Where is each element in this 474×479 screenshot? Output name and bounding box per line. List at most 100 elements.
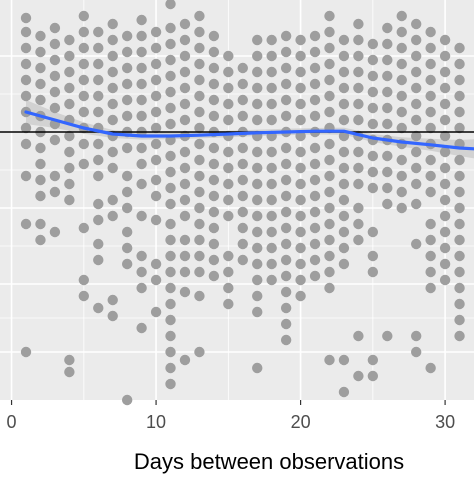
data-point bbox=[179, 286, 191, 298]
data-point bbox=[121, 46, 133, 58]
data-point bbox=[266, 98, 277, 110]
data-point bbox=[107, 194, 118, 206]
data-point bbox=[194, 202, 205, 214]
data-point bbox=[179, 266, 191, 278]
data-point bbox=[439, 82, 451, 94]
data-point bbox=[295, 66, 306, 78]
data-point bbox=[208, 174, 220, 186]
data-point bbox=[410, 82, 422, 94]
data-point bbox=[93, 74, 104, 86]
data-point bbox=[208, 270, 220, 282]
data-point bbox=[280, 142, 292, 154]
data-point bbox=[266, 210, 277, 222]
data-point bbox=[78, 158, 90, 170]
data-point bbox=[107, 50, 118, 62]
data-point bbox=[367, 38, 379, 50]
data-point bbox=[49, 102, 61, 114]
data-point bbox=[35, 94, 46, 106]
data-point bbox=[35, 158, 46, 170]
data-point bbox=[353, 66, 364, 78]
data-point bbox=[136, 78, 147, 90]
data-point bbox=[64, 194, 75, 206]
data-point bbox=[353, 330, 364, 342]
data-point bbox=[179, 354, 191, 366]
data-point bbox=[179, 194, 191, 206]
data-point bbox=[396, 186, 407, 198]
data-point bbox=[454, 122, 465, 134]
data-point bbox=[324, 218, 335, 230]
data-point bbox=[266, 50, 277, 62]
data-point bbox=[20, 346, 32, 358]
data-point bbox=[208, 94, 220, 106]
data-point bbox=[165, 86, 176, 98]
data-point bbox=[367, 182, 379, 194]
data-point bbox=[324, 250, 335, 262]
data-point bbox=[338, 114, 350, 126]
data-point bbox=[179, 210, 191, 222]
data-point bbox=[49, 86, 61, 98]
data-point bbox=[295, 274, 306, 286]
data-point bbox=[439, 258, 451, 270]
data-point bbox=[454, 170, 465, 182]
data-point bbox=[136, 110, 147, 122]
data-point bbox=[396, 202, 407, 214]
data-point bbox=[396, 42, 407, 54]
data-point bbox=[280, 334, 292, 346]
data-point bbox=[324, 106, 335, 118]
data-point bbox=[324, 354, 335, 366]
data-point bbox=[150, 42, 162, 54]
data-point bbox=[309, 94, 321, 106]
data-point bbox=[208, 206, 220, 218]
data-point bbox=[410, 50, 422, 62]
data-point bbox=[353, 146, 364, 158]
data-point bbox=[367, 70, 379, 82]
data-point bbox=[150, 306, 162, 318]
data-point bbox=[309, 62, 321, 74]
data-point bbox=[78, 290, 90, 302]
data-point bbox=[136, 250, 147, 262]
data-point bbox=[410, 162, 422, 174]
data-point bbox=[136, 142, 147, 154]
data-point bbox=[93, 26, 104, 38]
data-point bbox=[353, 370, 364, 382]
data-point bbox=[194, 42, 205, 54]
data-point bbox=[425, 170, 436, 182]
data-point bbox=[309, 46, 321, 58]
data-point bbox=[454, 90, 465, 102]
data-point bbox=[49, 54, 61, 66]
data-point bbox=[425, 122, 436, 134]
data-point bbox=[252, 50, 263, 62]
data-point bbox=[165, 250, 176, 262]
data-point bbox=[237, 190, 248, 202]
data-point bbox=[165, 70, 176, 82]
data-point bbox=[194, 122, 205, 134]
data-point bbox=[367, 54, 379, 66]
data-point bbox=[338, 146, 350, 158]
data-point bbox=[425, 266, 436, 278]
data-point bbox=[107, 310, 118, 322]
data-point bbox=[208, 142, 220, 154]
data-point bbox=[121, 62, 133, 74]
data-point bbox=[454, 58, 465, 70]
data-point bbox=[150, 74, 162, 86]
data-point bbox=[93, 170, 104, 182]
data-point bbox=[179, 178, 191, 190]
data-point bbox=[194, 138, 205, 150]
data-point bbox=[324, 26, 335, 38]
data-point bbox=[64, 98, 75, 110]
data-point bbox=[237, 158, 248, 170]
data-point bbox=[396, 58, 407, 70]
data-point bbox=[165, 182, 176, 194]
data-point bbox=[454, 298, 465, 310]
data-point bbox=[439, 114, 451, 126]
data-point bbox=[454, 266, 465, 278]
data-point bbox=[121, 142, 133, 154]
data-point bbox=[338, 162, 350, 174]
data-point bbox=[309, 158, 321, 170]
data-point bbox=[20, 90, 32, 102]
data-point bbox=[121, 30, 133, 42]
data-point bbox=[266, 114, 277, 126]
data-point bbox=[309, 30, 321, 42]
data-point bbox=[382, 102, 393, 114]
data-point bbox=[136, 14, 147, 26]
